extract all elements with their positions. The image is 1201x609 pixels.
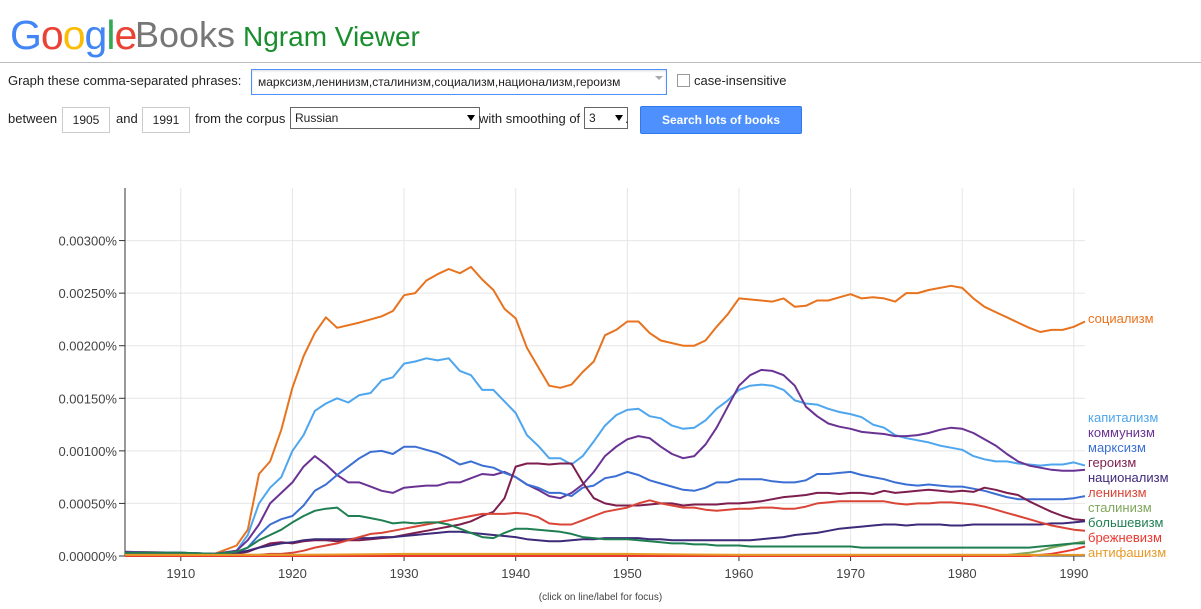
- legend-label[interactable]: большевизм: [1088, 515, 1164, 530]
- legend-label[interactable]: ленинизм: [1088, 485, 1147, 500]
- google-logo-letter: e: [114, 12, 137, 58]
- google-logo-letter: g: [84, 12, 108, 58]
- corpus-label: from the corpus: [195, 111, 286, 126]
- series-line[interactable]: [125, 357, 1086, 555]
- chart-legend[interactable]: социализм капитализмкоммунизммарксизмгеро…: [1088, 311, 1169, 560]
- smoothing-dropdown-arrow-icon: [615, 115, 623, 121]
- search-button[interactable]: Search lots of books: [640, 106, 802, 134]
- ngram-chart[interactable]: 1910 1920 1930 1940 1950 1960 1970 1980 1990 0.00…: [0, 170, 1201, 592]
- google-logo[interactable]: Google: [10, 10, 137, 60]
- header: Google Books Ngram Viewer: [10, 10, 1190, 60]
- smoothing-period: .: [625, 111, 629, 126]
- focus-note: (click on line/label for focus): [538, 592, 663, 603]
- phrases-label: Graph these comma-separated phrases:: [8, 73, 242, 88]
- legend-label[interactable]: социализм: [1088, 311, 1154, 326]
- legend-label[interactable]: героизм: [1088, 455, 1136, 470]
- between-label: between: [8, 111, 58, 126]
- chart-series-lines[interactable]: [124, 265, 1086, 557]
- y-tick-label: 0.00050%: [58, 496, 117, 511]
- y-tick-label: 0.00150%: [58, 391, 117, 406]
- y-tick-label: 0.00100%: [58, 444, 117, 459]
- corpus-value: Russian: [295, 111, 339, 125]
- x-tick-label: 1970: [836, 566, 865, 581]
- series-line[interactable]: [125, 552, 1085, 556]
- end-year-input[interactable]: 1991: [142, 107, 190, 133]
- smoothing-label: with smoothing of: [479, 111, 581, 126]
- legend-label[interactable]: брежневизм: [1088, 530, 1162, 545]
- x-tick-label: 1910: [166, 566, 195, 581]
- y-tick-label: 0.00000%: [58, 549, 117, 564]
- x-tick-label: 1930: [390, 566, 419, 581]
- smoothing-select[interactable]: 3: [584, 107, 628, 129]
- google-logo-letter: l: [106, 12, 115, 58]
- legend-label[interactable]: антифашизм: [1088, 545, 1166, 560]
- and-label: and: [116, 111, 138, 126]
- google-logo-letter: o: [40, 12, 64, 58]
- series-line[interactable]: [125, 506, 1085, 555]
- legend-label[interactable]: сталинизм: [1088, 500, 1152, 515]
- x-tick-label: 1960: [724, 566, 753, 581]
- corpus-select[interactable]: Russian: [290, 107, 480, 129]
- chart-grid: [125, 188, 1085, 556]
- case-insensitive-label: case-insensitive: [694, 73, 787, 88]
- y-tick-label: 0.00300%: [58, 234, 117, 249]
- phrases-input[interactable]: марксизм,ленинизм,сталинизм,социализм,на…: [251, 69, 667, 95]
- legend-label[interactable]: марксизм: [1088, 440, 1146, 455]
- start-year-input[interactable]: 1905: [62, 107, 110, 133]
- header-divider: [0, 62, 1201, 63]
- series-line[interactable]: [124, 368, 1086, 555]
- x-tick-label: 1990: [1059, 566, 1088, 581]
- books-logo-text: Books: [135, 14, 236, 55]
- x-tick-label: 1980: [948, 566, 977, 581]
- series-line[interactable]: [125, 445, 1086, 555]
- series-line[interactable]: [125, 462, 1086, 555]
- x-tick-label: 1920: [278, 566, 307, 581]
- series-line[interactable]: [124, 265, 1086, 555]
- legend-label[interactable]: национализм: [1088, 470, 1169, 485]
- legend-label[interactable]: коммунизм: [1088, 425, 1155, 440]
- legend-label[interactable]: капитализм: [1088, 410, 1158, 425]
- ngram-viewer-title: Ngram Viewer: [243, 21, 420, 52]
- series-line[interactable]: [125, 499, 1086, 556]
- corpus-dropdown-arrow-icon: [467, 115, 475, 121]
- y-tick-label: 0.00200%: [58, 339, 117, 354]
- y-tick-label: 0.00250%: [58, 286, 117, 301]
- chart-axes: 1910 1920 1930 1940 1950 1960 1970 1980 1990 0.00…: [58, 188, 1088, 581]
- x-tick-label: 1950: [613, 566, 642, 581]
- phrases-row: Graph these comma-separated phrases: мар…: [8, 69, 1188, 95]
- smoothing-value: 3: [589, 111, 596, 125]
- dropdown-caret-icon: [655, 76, 663, 80]
- x-tick-label: 1940: [501, 566, 530, 581]
- case-insensitive-checkbox[interactable]: [677, 74, 690, 87]
- options-row: between 1905 and 1991 from the corpus Ru…: [8, 106, 1188, 134]
- google-logo-letter: o: [62, 12, 86, 58]
- google-logo-letter: G: [10, 12, 42, 58]
